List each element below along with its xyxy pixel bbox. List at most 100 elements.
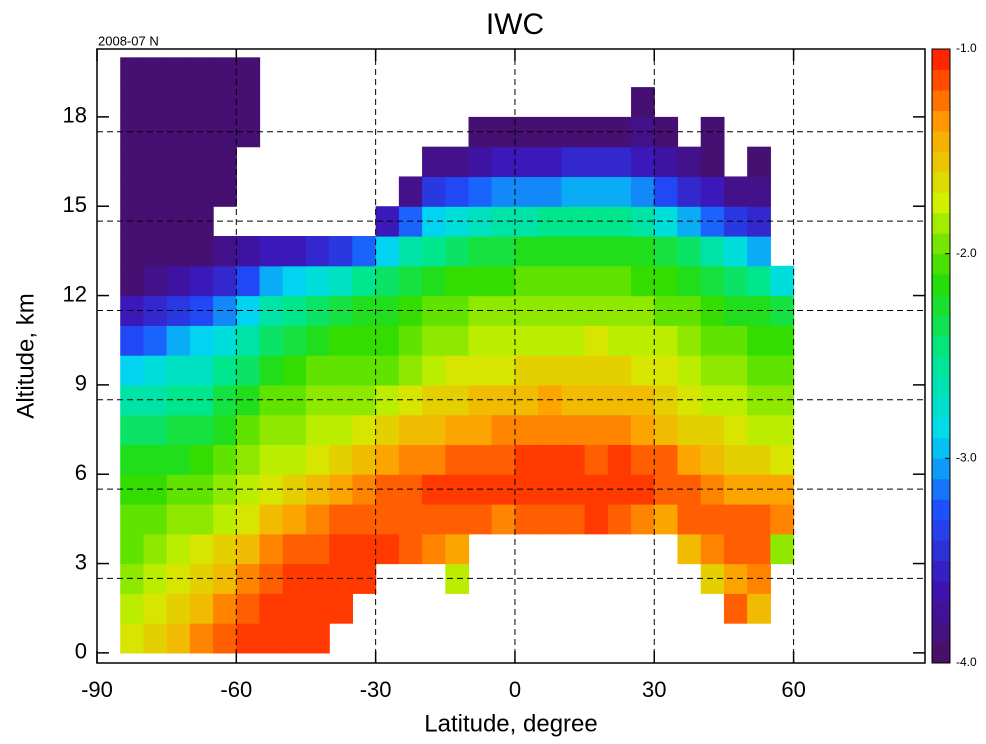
heatmap-cell [120,503,145,535]
x-tick-label: 30 [642,677,666,702]
colorbar-step [932,233,950,255]
heatmap-cell [677,533,702,565]
heatmap-cell [166,87,191,118]
heatmap-cell [213,444,237,475]
heatmap-cell [305,444,330,475]
heatmap-cell [213,563,237,594]
heatmap-cell [422,295,446,326]
heatmap-cell [282,355,307,386]
heatmap-cell [422,176,446,207]
colorbar-step [932,458,950,480]
heatmap-cell [143,295,168,326]
heatmap-cell [468,414,493,446]
heatmap-cell [259,533,284,565]
heatmap-cell [213,57,237,88]
heatmap-cell [468,355,493,386]
heatmap-cell [491,325,516,356]
heatmap-cell [375,325,400,356]
heatmap-cell [282,563,307,594]
heatmap-cell [352,444,377,475]
heatmap-cell [352,474,377,505]
heatmap-cell [189,533,214,565]
heatmap-cell [398,414,423,446]
heatmap-cell [398,444,423,475]
heatmap-cell [352,414,377,446]
heatmap-cell [561,384,586,416]
heatmap-cell [561,444,586,475]
heatmap-cell [143,503,168,535]
heatmap-cell [120,623,145,654]
heatmap-cell [375,533,400,565]
heatmap-cell [282,593,307,624]
heatmap-cell [236,444,261,475]
heatmap-cell [189,503,214,535]
heatmap-cell [305,355,330,386]
colorbar-step [932,519,950,541]
heatmap-cell [561,325,586,356]
heatmap-cell [677,235,702,267]
y-tick-label: 6 [75,460,87,485]
heatmap-cell [329,533,354,565]
colorbar-tick-label: -1.0 [956,41,977,55]
colorbar-step [932,315,950,337]
heatmap-cell [422,533,446,565]
heatmap-cell [329,355,354,386]
heatmap-cell [282,623,307,654]
colorbar-step [932,274,950,296]
heatmap-cell [677,176,702,207]
heatmap-cell [538,414,562,446]
heatmap-cell [143,265,168,297]
heatmap-cell [631,235,655,267]
heatmap-cell [491,474,516,505]
heatmap-cell [422,503,446,535]
heatmap-cell [514,116,539,148]
heatmap-cell [538,444,562,475]
heatmap-cell [120,593,145,624]
heatmap-cell [189,623,214,654]
heatmap-cell [607,503,632,535]
heatmap-cell [422,444,446,475]
heatmap-cell [770,533,795,565]
colorbar-step [932,253,950,275]
heatmap-cell [631,265,655,297]
heatmap-cell [538,235,562,267]
heatmap-cell [282,503,307,535]
heatmap-cell [166,325,191,356]
heatmap-cell [143,593,168,624]
heatmap-cell [166,503,191,535]
heatmap-cell [700,176,725,207]
colorbar-step [932,396,950,418]
heatmap-cell [654,265,679,297]
heatmap-cell [213,355,237,386]
heatmap-cell [723,384,748,416]
heatmap-cell [631,176,655,207]
heatmap-cell [213,116,237,148]
heatmap-cell [120,355,145,386]
heatmap-cell [143,384,168,416]
heatmap-cell [723,265,748,297]
heatmap-cell [213,146,237,178]
heatmap-cell [143,623,168,654]
heatmap-cell [561,355,586,386]
heatmap-cell [654,206,679,237]
heatmap-cell [282,474,307,505]
heatmap-cell [282,414,307,446]
heatmap-cell [236,623,261,654]
heatmap-cell [305,623,330,654]
heatmap-cell [723,325,748,356]
colorbar-step [932,478,950,500]
heatmap-cell [166,265,191,297]
heatmap-cell [491,146,516,178]
heatmap-cell [700,325,725,356]
heatmap-cell [561,235,586,267]
heatmap-cell [166,57,191,88]
colorbar-step [932,294,950,316]
heatmap-cell [770,265,795,297]
colorbar-step [932,192,950,214]
heatmap-cell [700,355,725,386]
x-tick-label: -60 [220,677,252,702]
colorbar-step [932,417,950,439]
heatmap-cell [352,265,377,297]
heatmap-cell [514,295,539,326]
